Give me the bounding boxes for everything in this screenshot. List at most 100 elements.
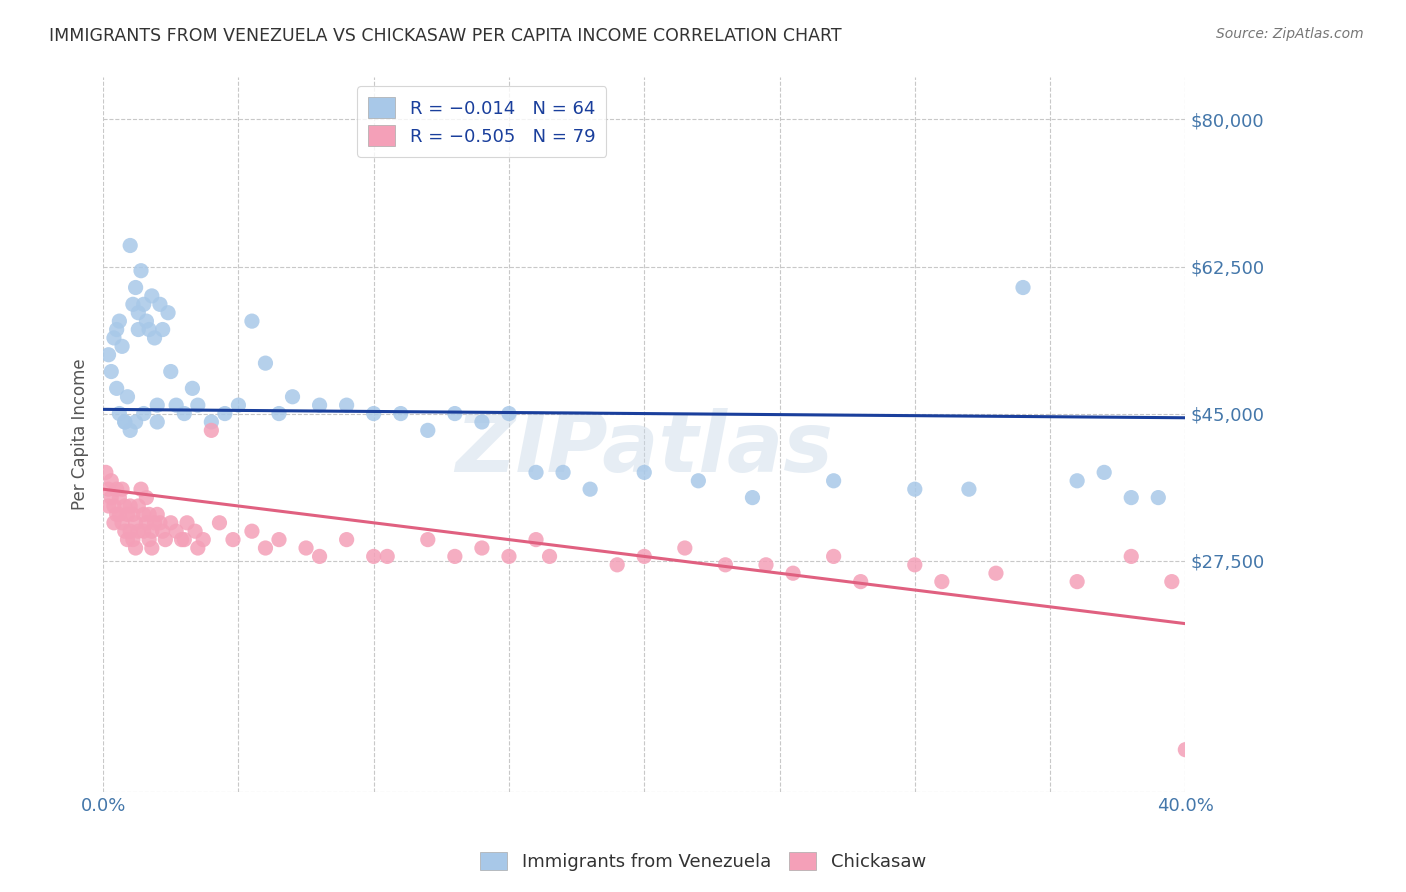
Point xyxy=(308,549,330,564)
Point xyxy=(444,549,467,564)
Point xyxy=(444,407,467,421)
Point xyxy=(138,322,160,336)
Point xyxy=(141,524,163,539)
Point xyxy=(1121,491,1143,505)
Point xyxy=(336,533,359,547)
Text: IMMIGRANTS FROM VENEZUELA VS CHICKASAW PER CAPITA INCOME CORRELATION CHART: IMMIGRANTS FROM VENEZUELA VS CHICKASAW P… xyxy=(49,27,842,45)
Point xyxy=(240,314,263,328)
Point xyxy=(904,558,927,572)
Point xyxy=(823,549,845,564)
Point xyxy=(114,415,136,429)
Point xyxy=(129,482,152,496)
Point xyxy=(755,558,778,572)
Point xyxy=(135,314,157,328)
Text: ZIPatlas: ZIPatlas xyxy=(456,409,834,490)
Point xyxy=(105,322,128,336)
Point xyxy=(111,339,134,353)
Point xyxy=(267,533,290,547)
Point xyxy=(416,423,439,437)
Point xyxy=(551,466,574,480)
Point xyxy=(184,524,207,539)
Point xyxy=(146,508,169,522)
Point xyxy=(741,491,763,505)
Legend: Immigrants from Venezuela, Chickasaw: Immigrants from Venezuela, Chickasaw xyxy=(472,845,934,879)
Point xyxy=(904,482,927,496)
Point xyxy=(132,407,155,421)
Point xyxy=(524,533,547,547)
Point xyxy=(108,407,131,421)
Point xyxy=(389,407,412,421)
Point xyxy=(165,398,187,412)
Point xyxy=(122,533,145,547)
Point xyxy=(633,466,655,480)
Point xyxy=(524,466,547,480)
Point xyxy=(117,390,139,404)
Point xyxy=(714,558,737,572)
Point xyxy=(1147,491,1170,505)
Point xyxy=(1092,466,1115,480)
Point xyxy=(124,541,146,555)
Point xyxy=(984,566,1007,581)
Point xyxy=(181,381,204,395)
Point xyxy=(103,516,125,530)
Point xyxy=(149,516,172,530)
Point xyxy=(122,297,145,311)
Point xyxy=(200,423,222,437)
Point xyxy=(138,533,160,547)
Point xyxy=(579,482,602,496)
Point xyxy=(538,549,561,564)
Point xyxy=(471,541,494,555)
Point xyxy=(267,407,290,421)
Point xyxy=(155,533,177,547)
Point xyxy=(127,306,149,320)
Point xyxy=(159,516,181,530)
Point xyxy=(141,541,163,555)
Point xyxy=(127,322,149,336)
Point xyxy=(129,263,152,277)
Point xyxy=(157,306,180,320)
Point xyxy=(688,474,710,488)
Point xyxy=(120,238,142,252)
Point xyxy=(173,407,195,421)
Point xyxy=(498,407,520,421)
Point xyxy=(124,280,146,294)
Point xyxy=(471,415,494,429)
Point xyxy=(173,533,195,547)
Point xyxy=(132,508,155,522)
Point xyxy=(159,365,181,379)
Point xyxy=(108,508,131,522)
Point xyxy=(132,297,155,311)
Point xyxy=(222,533,245,547)
Point xyxy=(165,524,187,539)
Point xyxy=(117,508,139,522)
Point xyxy=(117,533,139,547)
Point xyxy=(97,499,120,513)
Point xyxy=(111,516,134,530)
Point xyxy=(228,398,250,412)
Point xyxy=(108,314,131,328)
Point xyxy=(200,415,222,429)
Point xyxy=(143,516,166,530)
Point xyxy=(105,482,128,496)
Point xyxy=(295,541,318,555)
Point xyxy=(135,516,157,530)
Point xyxy=(124,415,146,429)
Point xyxy=(120,499,142,513)
Point xyxy=(823,474,845,488)
Point xyxy=(124,516,146,530)
Point xyxy=(103,331,125,345)
Point xyxy=(363,407,385,421)
Point xyxy=(94,466,117,480)
Point xyxy=(957,482,980,496)
Point xyxy=(105,381,128,395)
Point xyxy=(103,499,125,513)
Point xyxy=(931,574,953,589)
Point xyxy=(416,533,439,547)
Point xyxy=(152,322,174,336)
Point xyxy=(135,491,157,505)
Point xyxy=(122,508,145,522)
Point xyxy=(1066,474,1088,488)
Point xyxy=(633,549,655,564)
Point xyxy=(108,491,131,505)
Point xyxy=(146,415,169,429)
